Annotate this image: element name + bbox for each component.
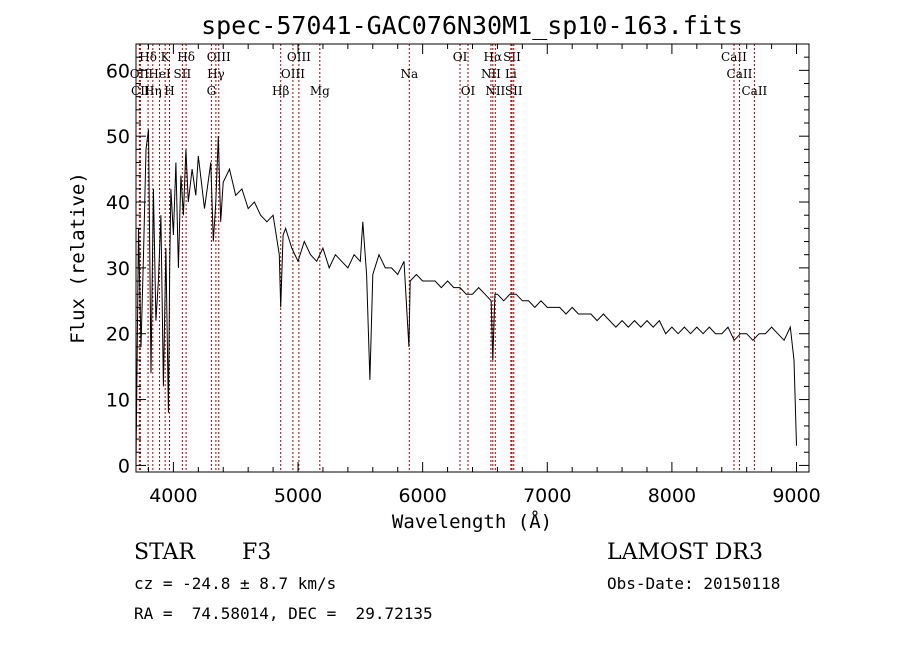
axes-layer: 4000 5000 6000 7000 8000 9000 0 10 20 30 40 50 60: [106, 44, 821, 507]
spectral-line-label: OI: [461, 84, 476, 98]
object-subclass: F3: [242, 540, 272, 565]
x-axis-label: Wavelength (Å): [392, 510, 552, 533]
spectral-line-label: Hδ: [177, 50, 195, 64]
spectral-line-label: Hα: [484, 50, 503, 64]
spectral-line-label: SII: [505, 84, 523, 98]
y-tick-label: 60: [106, 60, 130, 82]
spectral-line-label: Hγ: [207, 67, 225, 81]
object-class: STAR: [134, 540, 195, 565]
spectral-line-label: Hη: [144, 84, 162, 98]
spectral-line-label: NII: [481, 67, 501, 81]
observation-date: Obs-Date: 20150118: [607, 574, 781, 593]
spectral-line-label: Hδ: [139, 50, 157, 64]
y-tick-label: 30: [106, 258, 130, 280]
spectral-line-label: OI: [453, 50, 468, 64]
spectral-line-label: Na: [400, 67, 418, 81]
y-tick-label: 0: [118, 455, 130, 477]
x-tick-label: 6000: [398, 485, 446, 507]
chart-title: spec-57041-GAC076N30M1_sp10-163.fits: [201, 11, 743, 40]
spectral-line-label: G: [207, 84, 217, 98]
spectral-line-label: K: [161, 50, 171, 64]
y-axis-label: Flux (relative): [67, 172, 89, 344]
data-layer: [135, 129, 797, 466]
spectral-line-label: H: [164, 84, 174, 98]
y-tick-label: 10: [106, 390, 130, 412]
spectral-line-label: Mg: [310, 84, 330, 98]
spectral-line-label: CaII: [721, 50, 747, 64]
spectral-line-label: CaII: [741, 84, 767, 98]
x-tick-label: 9000: [772, 485, 820, 507]
y-tick-label: 50: [106, 126, 130, 148]
spectral-line-label: CaII: [727, 67, 753, 81]
spectral-line-label: SII: [174, 67, 192, 81]
survey-name: LAMOST DR3: [607, 540, 763, 565]
coordinates: RA = 74.58014, DEC = 29.72135: [134, 604, 433, 623]
spectral-line-label: Hβ: [272, 84, 289, 98]
spectral-line-label: OIII: [281, 67, 305, 81]
spectral-line-label: OIII: [287, 50, 311, 64]
spectral-line-label: HeI: [148, 67, 171, 81]
x-tick-label: 4000: [149, 485, 197, 507]
y-tick-label: 20: [106, 324, 130, 346]
spectral-line-label: OIII: [207, 50, 231, 64]
spectral-line-label: NII: [485, 84, 505, 98]
spectral-line-label: Li: [505, 67, 517, 81]
flux-series-line: [135, 129, 797, 466]
redshift-velocity: cz = -24.8 ± 8.7 km/s: [134, 574, 337, 593]
spectral-line-label: SII: [503, 50, 521, 64]
y-tick-label: 40: [106, 192, 130, 214]
plot-frame: [135, 43, 810, 473]
x-tick-label: 8000: [648, 485, 696, 507]
x-tick-label: 7000: [523, 485, 571, 507]
spectral-line-label: OII: [130, 67, 150, 81]
x-tick-label: 5000: [274, 485, 322, 507]
